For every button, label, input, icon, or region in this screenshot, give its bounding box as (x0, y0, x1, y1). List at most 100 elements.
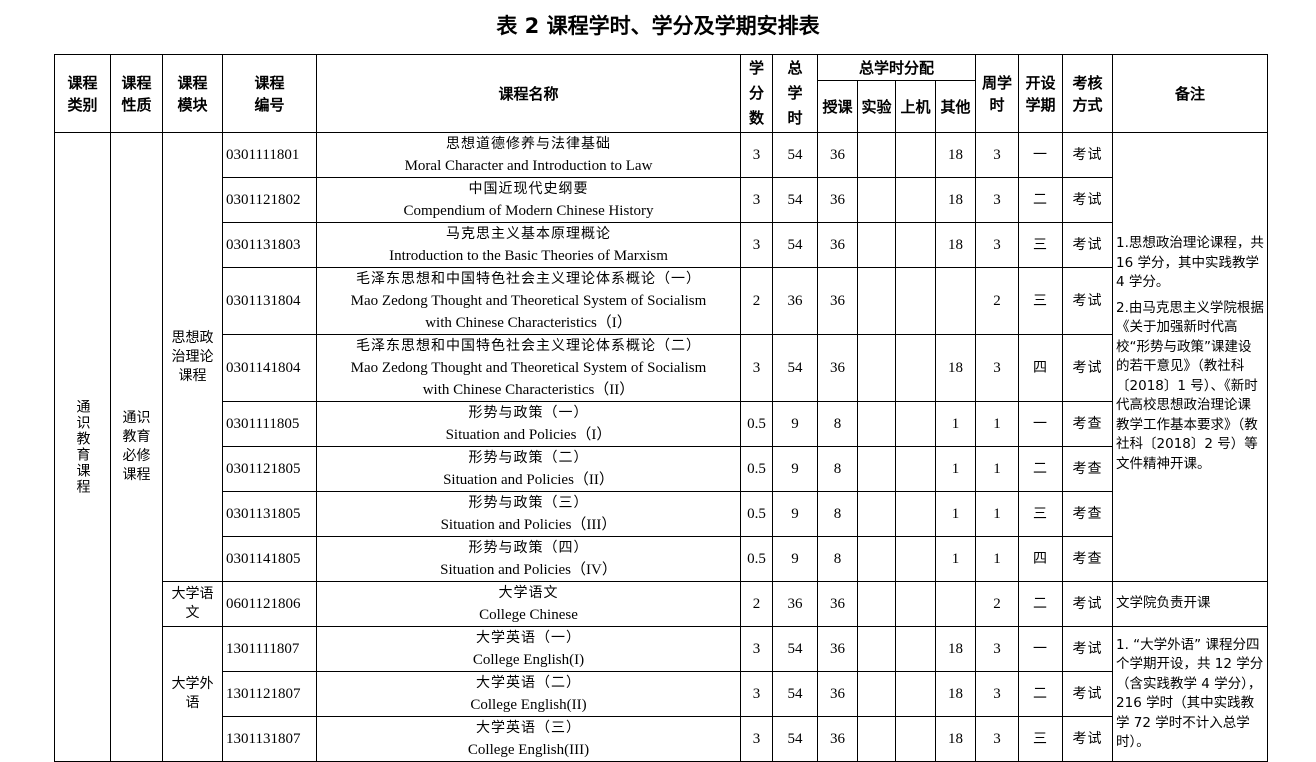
semester: 二 (1018, 671, 1064, 717)
semester: 二 (1018, 177, 1064, 223)
semester: 三 (1018, 267, 1064, 335)
header-category: 课程类别 (54, 54, 111, 133)
other-hours: 18 (934, 177, 977, 223)
course-name-en: with Chinese Characteristics（I） (425, 315, 632, 331)
other-hours: 1 (934, 491, 977, 537)
assessment: 考试 (1062, 267, 1114, 335)
semester: 三 (1018, 222, 1064, 268)
course-name-cn: 马克思主义基本原理概论 (446, 226, 611, 242)
header-notes: 备注 (1112, 54, 1269, 133)
other-hours: 18 (934, 334, 977, 402)
course-code: 0301121802 (222, 177, 317, 223)
header-computer: 上机 (895, 80, 936, 133)
header-code: 课程编号 (222, 54, 317, 133)
experiment-hours (857, 671, 896, 717)
course-name: 形势与政策（三） Situation and Policies（III） (316, 491, 741, 537)
table-row: 1301121807 大学英语（二） College English(II) 3 54 3… (55, 671, 1268, 717)
credits: 0.5 (740, 446, 773, 492)
other-hours (934, 581, 977, 627)
header-credits: 学分数 (740, 54, 773, 133)
course-code: 0301131804 (222, 267, 317, 335)
course-nature: 通识教育必修课程 (122, 410, 151, 483)
table-row: 0301141805 形势与政策（四） Situation and Policies… (55, 536, 1268, 582)
page-title: 表 2 课程学时、学分及学期安排表 (496, 14, 820, 38)
header-total-hours: 总学时 (772, 54, 818, 133)
computer-hours (895, 626, 936, 672)
course-name-cn: 大学英语（二） (476, 675, 581, 691)
semester: 二 (1018, 446, 1064, 492)
notes-english: 1. “大学外语” 课程分四个学期开设，共 12 学分（含实践教学 4 学分），… (1112, 626, 1269, 762)
assessment: 考查 (1062, 536, 1114, 582)
table-row: 1301131807 大学英语（三） College English(III) 3 54… (55, 716, 1268, 762)
computer-hours (895, 401, 936, 447)
assessment: 考查 (1062, 446, 1114, 492)
course-name-en: College English(I) (472, 652, 585, 668)
credits: 3 (740, 177, 773, 223)
course-name: 毛泽东思想和中国特色社会主义理论体系概论（一） Mao Zedong Though… (316, 267, 741, 335)
lecture-hours: 36 (817, 581, 858, 627)
header-semester: 开设学期 (1018, 54, 1064, 133)
course-name-en: Mao Zedong Thought and Theoretical Syste… (350, 293, 707, 309)
course-name: 马克思主义基本原理概论 Introduction to the Basic The… (316, 222, 741, 268)
course-name: 形势与政策（一） Situation and Policies（I） (316, 401, 741, 447)
credits: 3 (740, 132, 773, 178)
semester: 一 (1018, 626, 1064, 672)
course-name-cn: 思想道德修养与法律基础 (446, 136, 611, 152)
course-code: 0301111801 (222, 132, 317, 178)
header-weekly: 周学时 (975, 54, 1020, 133)
experiment-hours (857, 132, 896, 178)
other-hours: 18 (934, 671, 977, 717)
weekly-hours: 1 (975, 401, 1020, 447)
semester: 二 (1018, 581, 1064, 627)
course-schedule-table: 课程类别 课程性质 课程模块 课程编号 课程名称 学分数 总学时 总学时分配 周… (54, 54, 1269, 762)
experiment-hours (857, 267, 896, 335)
course-name: 思想道德修养与法律基础 Moral Character and Introduct… (316, 132, 741, 178)
weekly-hours: 3 (975, 177, 1020, 223)
table-row: 大学外语 1301111807 大学英语（一） College English(I) 3… (55, 626, 1269, 762)
lecture-hours: 36 (817, 716, 858, 762)
experiment-hours (857, 581, 896, 627)
course-name-cn: 大学英语（一） (476, 630, 581, 646)
lecture-hours: 36 (817, 334, 858, 402)
computer-hours (895, 581, 936, 627)
weekly-hours: 2 (975, 267, 1020, 335)
weekly-hours: 1 (975, 491, 1020, 537)
semester: 一 (1018, 132, 1064, 178)
assessment: 考试 (1062, 132, 1114, 178)
assessment: 考试 (1062, 671, 1114, 717)
experiment-hours (857, 626, 896, 672)
course-name-en: College Chinese (479, 607, 578, 623)
course-name-en: Introduction to the Basic Theories of Ma… (389, 248, 668, 264)
credits: 2 (740, 267, 773, 335)
course-name-en: College English(III) (467, 742, 590, 758)
total-hours: 9 (772, 491, 818, 537)
course-module: 思想政治理论课程 (162, 132, 223, 582)
course-code: 0301131805 (222, 491, 317, 537)
assessment: 考试 (1062, 222, 1114, 268)
total-hours: 54 (772, 222, 818, 268)
semester: 四 (1018, 334, 1064, 402)
notes-chinese: 文学院负责开课 (1112, 581, 1269, 627)
course-name: 毛泽东思想和中国特色社会主义理论体系概论（二） Mao Zedong Though… (316, 334, 741, 402)
assessment: 考试 (1062, 334, 1114, 402)
notes-politics: 1.思想政治理论课程，共 16 学分，其中实践教学 4 学分。 2.由马克思主义学… (1112, 132, 1269, 582)
experiment-hours (857, 536, 896, 582)
lecture-hours: 8 (817, 401, 858, 447)
weekly-hours: 2 (975, 581, 1020, 627)
table-row: 0301131804 毛泽东思想和中国特色社会主义理论体系概论（一） Mao Zed… (55, 267, 1268, 335)
table-row: 0301131805 形势与政策（三） Situation and Policies… (55, 491, 1268, 537)
header-name: 课程名称 (316, 54, 741, 133)
header-lecture: 授课 (817, 80, 858, 133)
weekly-hours: 3 (975, 716, 1020, 762)
header-distribution: 总学时分配 (816, 54, 977, 81)
course-name-cn: 中国近现代史纲要 (468, 181, 589, 197)
header-module: 课程模块 (162, 54, 223, 133)
weekly-hours: 3 (975, 671, 1020, 717)
course-name-cn: 形势与政策（一） (468, 405, 589, 421)
experiment-hours (857, 491, 896, 537)
header-assessment: 考核方式 (1062, 54, 1114, 133)
header-other: 其他 (934, 80, 977, 133)
course-nature-cell: 通识教育必修课程 (110, 132, 163, 762)
lecture-hours: 36 (817, 132, 858, 178)
note-paragraph: 2.由马克思主义学院根据《关于加强新时代高校“形势与政策”课建设的若干意见》（教… (1116, 299, 1264, 472)
